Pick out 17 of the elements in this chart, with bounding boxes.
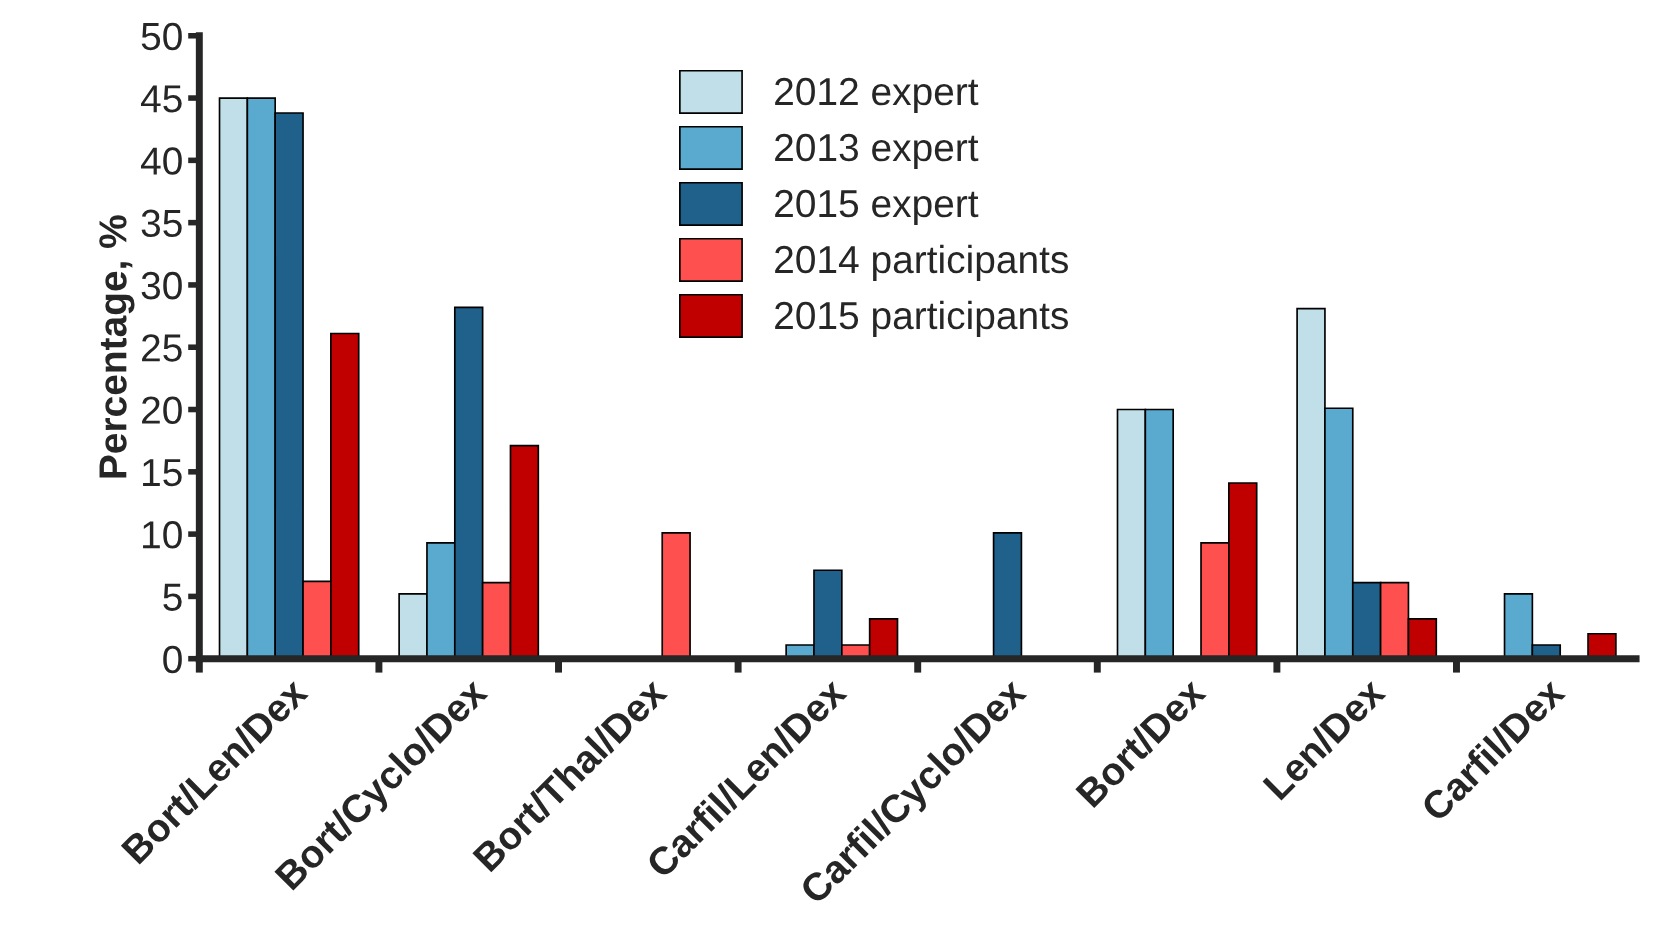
legend-label: 2013 expert bbox=[775, 133, 979, 170]
legend-label: 2012 expert bbox=[775, 77, 979, 114]
y-tick-label: 25 bbox=[142, 334, 182, 362]
y-tick-label: 40 bbox=[140, 147, 182, 175]
y-tick-label: 45 bbox=[140, 85, 182, 113]
y-tick-label: 50 bbox=[141, 22, 182, 51]
legend-label: 2015 participants bbox=[775, 300, 1068, 338]
y-tick-label: 15 bbox=[143, 459, 182, 487]
y-tick-label: 30 bbox=[141, 271, 182, 300]
legend-label: 2014 participants bbox=[775, 244, 1068, 282]
legend-label: 2015 expert bbox=[775, 189, 979, 226]
y-tick-label: 35 bbox=[141, 209, 182, 238]
y-tick-label: 20 bbox=[142, 396, 182, 424]
y-axis-title: Percentage, % bbox=[99, 215, 135, 478]
y-tick-label: 10 bbox=[143, 521, 182, 549]
y-tick-label: 5 bbox=[163, 583, 182, 611]
y-tick-label: 0 bbox=[163, 645, 182, 674]
